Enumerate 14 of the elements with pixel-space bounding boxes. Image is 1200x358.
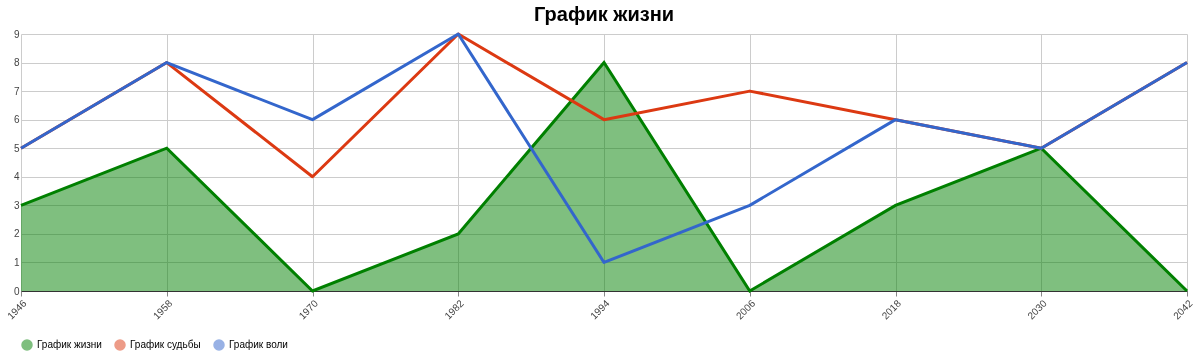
y-tick-label: 1 [13, 256, 20, 268]
legend-label: График воли [229, 339, 288, 350]
y-tick-label: 3 [13, 199, 20, 211]
y-tick-label: 6 [13, 114, 20, 126]
y-tick-label: 2 [13, 228, 20, 240]
legend-label: График жизни [37, 339, 102, 350]
y-tick-label: 4 [13, 171, 20, 183]
y-tick-label: 9 [13, 28, 20, 40]
y-tick-label: 8 [13, 57, 20, 69]
y-tick-label: 5 [13, 142, 20, 154]
y-tick-label: 0 [13, 285, 20, 297]
chart-title: График жизни [533, 3, 675, 25]
legend-label: График судьбы [130, 339, 201, 350]
y-tick-label: 7 [13, 85, 20, 97]
